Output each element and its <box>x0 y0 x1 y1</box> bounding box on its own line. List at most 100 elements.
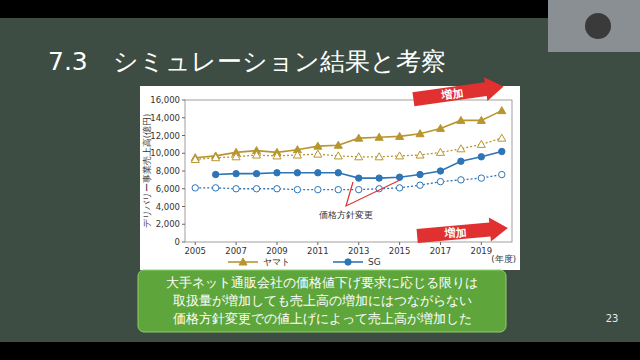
data-point <box>436 148 444 155</box>
data-point <box>314 142 322 149</box>
data-point <box>294 170 300 176</box>
data-point <box>253 170 259 176</box>
y-tick-label: 10,000 <box>150 148 180 158</box>
x-tick <box>236 242 237 245</box>
legend-marker <box>345 259 351 265</box>
data-point <box>457 116 465 123</box>
y-tick <box>182 135 185 136</box>
arrow-shape <box>416 216 509 248</box>
data-point <box>233 170 239 176</box>
annotation-text: 価格方針変更 <box>319 210 373 220</box>
data-point <box>396 174 402 180</box>
y-tick-label: 0 <box>175 237 180 247</box>
message-line: 価格方針変更での値上げによって売上高が増加した <box>173 311 472 326</box>
y-tick-label: 6,000 <box>156 184 180 194</box>
y-tick <box>182 100 185 101</box>
y-tick-label: 14,000 <box>150 113 180 123</box>
x-axis-label: (年度) <box>491 254 516 264</box>
x-tick <box>358 242 359 245</box>
data-point <box>477 140 485 147</box>
message-line: 大手ネット通販会社の価格値下げ要求に応じる限りは <box>166 275 478 290</box>
y-tick <box>182 188 185 189</box>
screen-bg <box>0 0 640 360</box>
slide-bg <box>0 18 640 342</box>
data-point <box>375 153 383 160</box>
data-point <box>437 178 443 184</box>
y-tick-label: 12,000 <box>150 131 180 141</box>
y-tick-label: 4,000 <box>156 202 180 212</box>
data-point <box>355 134 363 141</box>
data-point <box>376 175 382 181</box>
y-tick <box>182 117 185 118</box>
data-point <box>334 152 342 159</box>
data-point <box>478 154 484 160</box>
y-tick <box>182 171 185 172</box>
data-point <box>436 124 444 131</box>
plot-frame <box>185 100 512 242</box>
y-tick <box>182 242 185 243</box>
data-point <box>233 186 239 192</box>
y-axis-label: デリバリー事業売上高(億円) <box>142 114 152 229</box>
data-point <box>212 154 220 161</box>
data-point <box>356 186 362 192</box>
series-line <box>195 175 502 190</box>
data-point <box>273 152 281 159</box>
x-tick-label: 2007 <box>225 246 247 256</box>
x-tick-label: 2015 <box>389 246 411 256</box>
data-point <box>498 107 506 114</box>
data-point <box>478 175 484 181</box>
legend-label: SG <box>368 257 381 267</box>
x-tick-label: 2017 <box>430 246 452 256</box>
data-point <box>335 186 341 192</box>
message-box <box>138 270 506 332</box>
data-point <box>334 141 342 148</box>
webcam-thumbnail <box>548 0 640 52</box>
y-tick-label: 8,000 <box>156 166 180 176</box>
x-tick-label: 2005 <box>184 246 206 256</box>
legend-marker <box>239 258 247 265</box>
webcam-person <box>585 13 611 39</box>
legend-label: ヤマト <box>263 257 290 267</box>
data-point <box>253 151 261 158</box>
data-point <box>232 153 240 160</box>
y-tick <box>182 224 185 225</box>
series-line <box>216 151 502 178</box>
x-tick <box>440 242 441 245</box>
data-point <box>335 170 341 176</box>
y-tick <box>182 153 185 154</box>
series-line <box>195 111 502 158</box>
data-point <box>417 182 423 188</box>
data-point <box>356 175 362 181</box>
data-point <box>355 153 363 160</box>
data-point <box>192 185 198 191</box>
x-tick <box>276 242 277 245</box>
arrow-shape <box>412 75 505 111</box>
data-point <box>457 145 465 152</box>
arrow-annotation: 増加 <box>412 75 505 111</box>
plot-area <box>191 107 506 193</box>
data-point <box>416 151 424 158</box>
data-point <box>375 133 383 140</box>
data-point <box>437 168 443 174</box>
x-tick-label: 2013 <box>348 246 370 256</box>
x-tick <box>399 242 400 245</box>
data-point <box>416 130 424 137</box>
data-point <box>315 186 321 192</box>
data-point <box>458 158 464 164</box>
data-point <box>477 116 485 123</box>
data-point <box>294 186 300 192</box>
chart-panel <box>140 86 520 270</box>
data-point <box>274 170 280 176</box>
data-point <box>212 171 218 177</box>
x-tick <box>195 242 196 245</box>
series-line <box>195 138 502 159</box>
arrow-annotation: 増加 <box>416 216 509 248</box>
data-point <box>498 134 506 141</box>
x-tick <box>317 242 318 245</box>
data-point <box>396 185 402 191</box>
data-point <box>274 186 280 192</box>
data-point <box>396 152 404 159</box>
data-point <box>191 155 199 162</box>
data-point <box>253 186 259 192</box>
y-tick <box>182 206 185 207</box>
